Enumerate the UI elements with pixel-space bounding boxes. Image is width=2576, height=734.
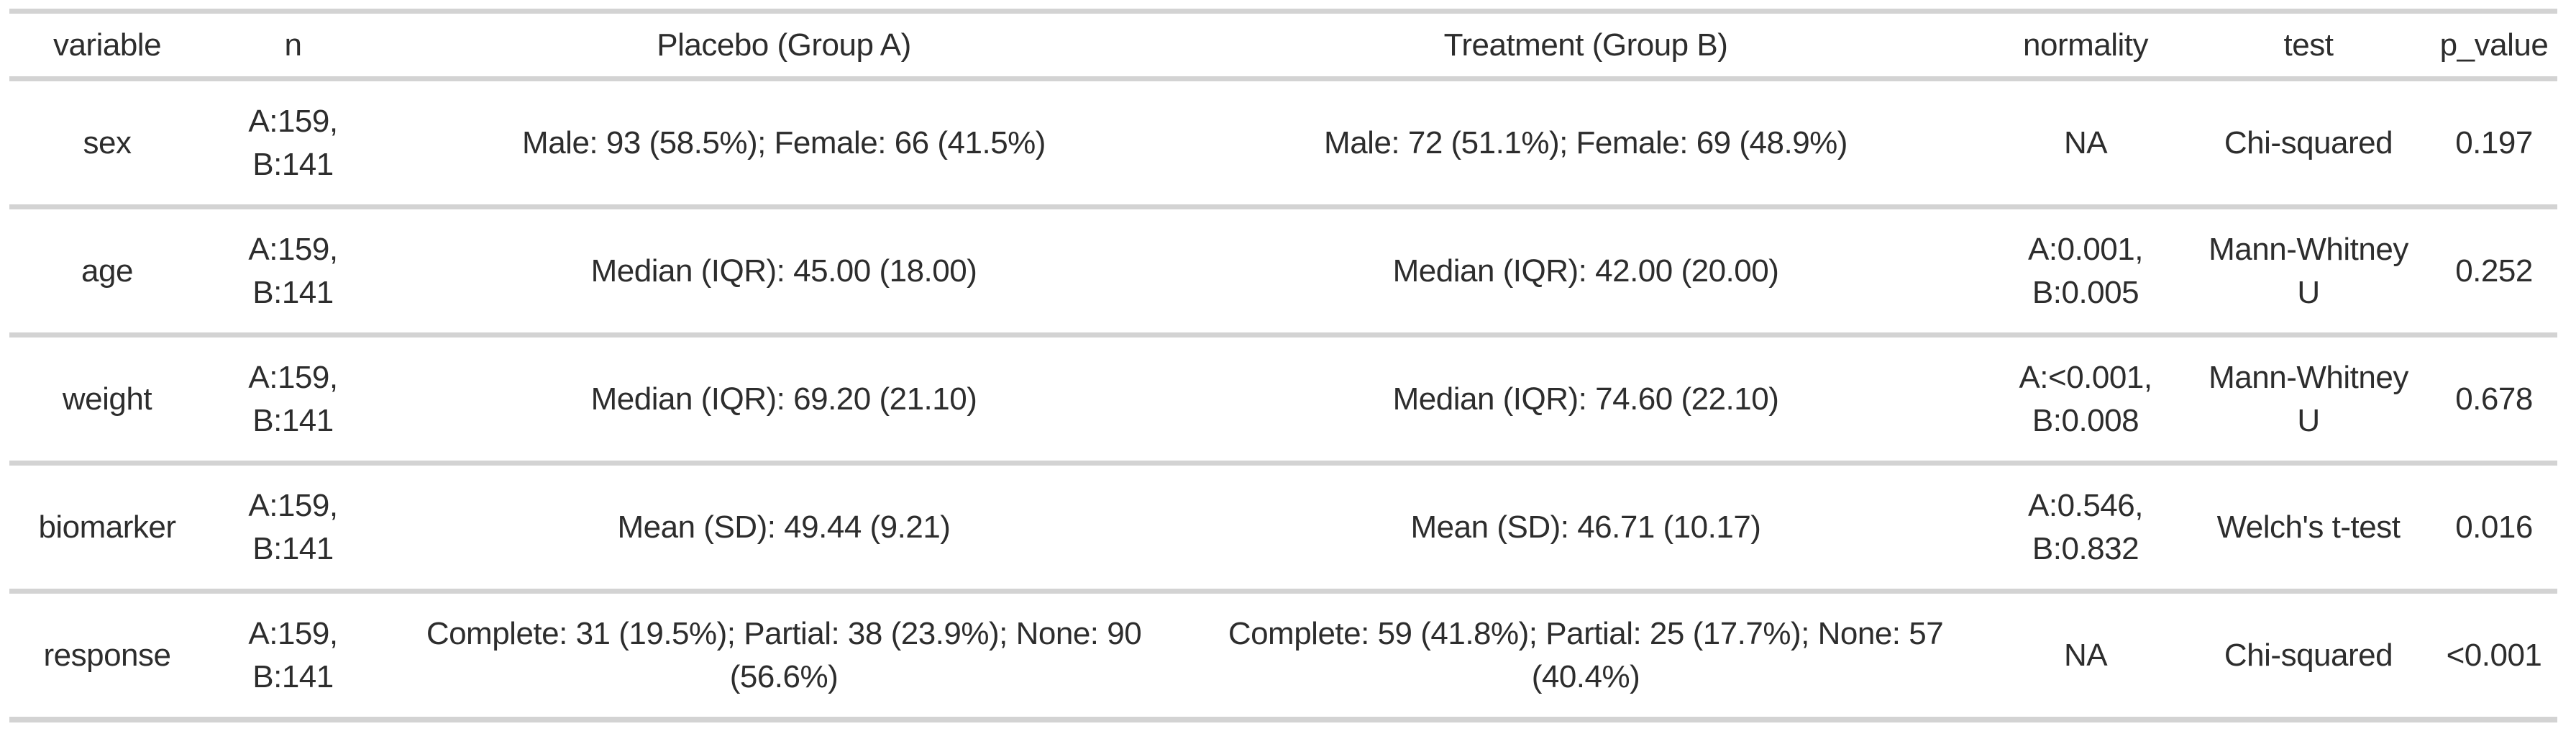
cell-n: A:159, B:141: [248, 103, 338, 182]
column-header-variable: variable: [52, 27, 162, 63]
cell-placebo: Median (IQR): 45.00 (18.00): [590, 253, 977, 289]
table-header-row: variable n Placebo (Group A) Treatment (…: [9, 11, 2557, 79]
cell-treatment: Mean (SD): 46.71 (10.17): [1410, 509, 1761, 545]
column-header-n: n: [284, 27, 302, 63]
cell-normality: NA: [2063, 637, 2108, 673]
cell-placebo: Male: 93 (58.5%); Female: 66 (41.5%): [522, 124, 1046, 160]
cell-test: Mann-Whitney U: [2209, 359, 2408, 438]
cell-placebo: Complete: 31 (19.5%); Partial: 38 (23.9%…: [426, 615, 1142, 694]
cell-n: A:159, B:141: [248, 615, 338, 694]
table-row: biomarker A:159, B:141 Mean (SD): 49.44 …: [9, 463, 2557, 592]
cell-normality: A:<0.001, B:0.008: [2019, 359, 2152, 438]
cell-test: Chi-squared: [2224, 124, 2393, 160]
cell-normality: A:0.546, B:0.832: [2028, 487, 2143, 566]
cell-treatment: Median (IQR): 74.60 (22.10): [1392, 381, 1779, 417]
group-comparison-table: variable n Placebo (Group A) Treatment (…: [9, 9, 2557, 722]
column-header-treatment: Treatment (Group B): [1443, 27, 1728, 63]
cell-n: A:159, B:141: [248, 359, 338, 438]
table-row: response A:159, B:141 Complete: 31 (19.5…: [9, 592, 2557, 720]
cell-p-value: <0.001: [2446, 637, 2542, 673]
cell-variable: sex: [83, 124, 132, 160]
cell-test: Mann-Whitney U: [2209, 231, 2408, 310]
cell-variable: biomarker: [38, 509, 176, 545]
summary-table-container: variable n Placebo (Group A) Treatment (…: [9, 9, 2557, 722]
cell-treatment: Complete: 59 (41.8%); Partial: 25 (17.7%…: [1228, 615, 1944, 694]
column-header-test: test: [2283, 27, 2334, 63]
cell-p-value: 0.197: [2455, 124, 2533, 160]
cell-p-value: 0.016: [2455, 509, 2533, 545]
cell-p-value: 0.252: [2455, 253, 2533, 289]
cell-test: Chi-squared: [2224, 637, 2393, 673]
cell-treatment: Median (IQR): 42.00 (20.00): [1392, 253, 1779, 289]
cell-normality: A:0.001, B:0.005: [2028, 231, 2143, 310]
cell-normality: NA: [2063, 124, 2108, 160]
cell-placebo: Mean (SD): 49.44 (9.21): [617, 509, 951, 545]
table-row: sex A:159, B:141 Male: 93 (58.5%); Femal…: [9, 79, 2557, 207]
cell-p-value: 0.678: [2455, 381, 2533, 417]
column-header-placebo: Placebo (Group A): [657, 27, 911, 63]
cell-test: Welch's t-test: [2216, 509, 2401, 545]
cell-variable: weight: [62, 381, 152, 417]
column-header-normality: normality: [2023, 27, 2149, 63]
table-row: weight A:159, B:141 Median (IQR): 69.20 …: [9, 335, 2557, 463]
cell-variable: response: [43, 637, 171, 673]
cell-variable: age: [81, 253, 133, 289]
cell-placebo: Median (IQR): 69.20 (21.10): [590, 381, 977, 417]
column-header-p-value: p_value: [2439, 27, 2549, 63]
table-row: age A:159, B:141 Median (IQR): 45.00 (18…: [9, 207, 2557, 335]
cell-treatment: Male: 72 (51.1%); Female: 69 (48.9%): [1324, 124, 1847, 160]
cell-n: A:159, B:141: [248, 487, 338, 566]
cell-n: A:159, B:141: [248, 231, 338, 310]
